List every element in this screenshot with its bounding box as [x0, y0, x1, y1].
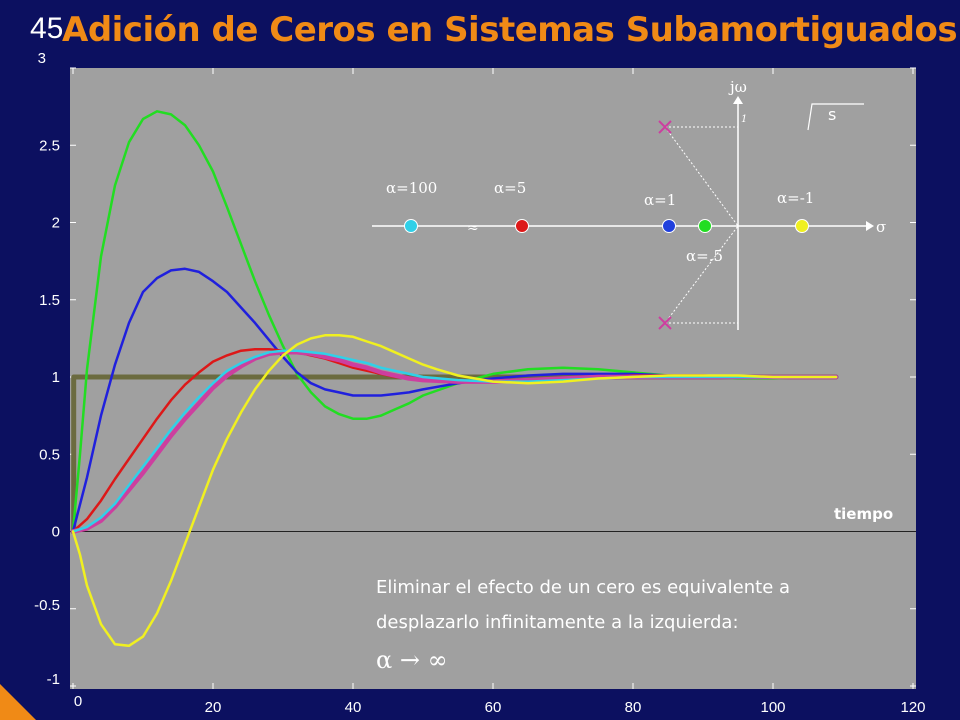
slide-number: 45 [30, 12, 64, 45]
y-tick-label: 1 [52, 369, 60, 386]
axis-break-mark: ≈ [467, 220, 479, 236]
s-plane-corner [807, 103, 864, 131]
zero-marker [795, 219, 809, 233]
pole-marker-upper [658, 120, 672, 134]
zero-label: α=100 [386, 179, 437, 197]
y-tick-label: 0.5 [39, 446, 60, 463]
series-layer [70, 110, 839, 648]
zero-label: α=5 [494, 179, 526, 197]
x-tick-label: 100 [760, 699, 785, 716]
series-line-6 [71, 334, 838, 648]
annotation-line-3: α → ∞ [376, 646, 448, 674]
zero-marker [662, 219, 676, 233]
y-tick-label: -0.5 [34, 597, 60, 614]
x-tick-label: 80 [625, 699, 642, 716]
x-tick-label: 20 [205, 699, 222, 716]
x-tick-label: 40 [345, 699, 362, 716]
corner-decoration [0, 684, 36, 720]
x-tick-label: 60 [485, 699, 502, 716]
s-plane-label: s [828, 105, 836, 124]
x-tick-label: 0 [74, 693, 82, 710]
annotation-line-1: Eliminar el efecto de un cero es equival… [376, 577, 790, 598]
axes: -1 -0.5 0 0.5 1 1.5 2 2.5 3 0 20 40 60 80 100 120 [34, 50, 925, 716]
imag-axis-arrow [733, 96, 743, 104]
real-axis-label: σ [876, 218, 886, 236]
real-axis-arrow [866, 221, 874, 231]
zero-label: α=1 [644, 191, 676, 209]
pole-marker-lower [658, 316, 672, 330]
pole-zero-diagram: jω σ 1 s ≈ α=100 α=5 α=1 α=.5 α=-1 [372, 78, 886, 330]
imag-axis-label: jω [728, 78, 747, 96]
slide-title: Adición de Ceros en Sistemas Subamortigu… [62, 10, 958, 50]
series-line-2 [71, 267, 838, 533]
zero-marker [698, 219, 712, 233]
annotation-line-2: desplazarlo infinitamente a la izquierda… [376, 612, 739, 633]
y-tick-label: 2 [52, 215, 60, 232]
x-tick-label: 120 [900, 699, 925, 716]
y-tick-label: -1 [47, 671, 60, 688]
y-tick-label: 1.5 [39, 292, 60, 309]
zero-label: α=-1 [777, 189, 814, 207]
zero-marker [404, 219, 418, 233]
x-axis-label: tiempo [834, 505, 893, 523]
zero-label: α=.5 [686, 247, 723, 265]
y-tick-label: 0 [52, 524, 60, 541]
zero-marker [515, 219, 529, 233]
y-tick-label: 2.5 [39, 137, 60, 154]
y-tick-label: 3 [38, 50, 46, 67]
pole-radius-guide [664, 126, 739, 324]
imag-tick-label: 1 [741, 114, 747, 125]
series-line-1 [71, 110, 838, 533]
